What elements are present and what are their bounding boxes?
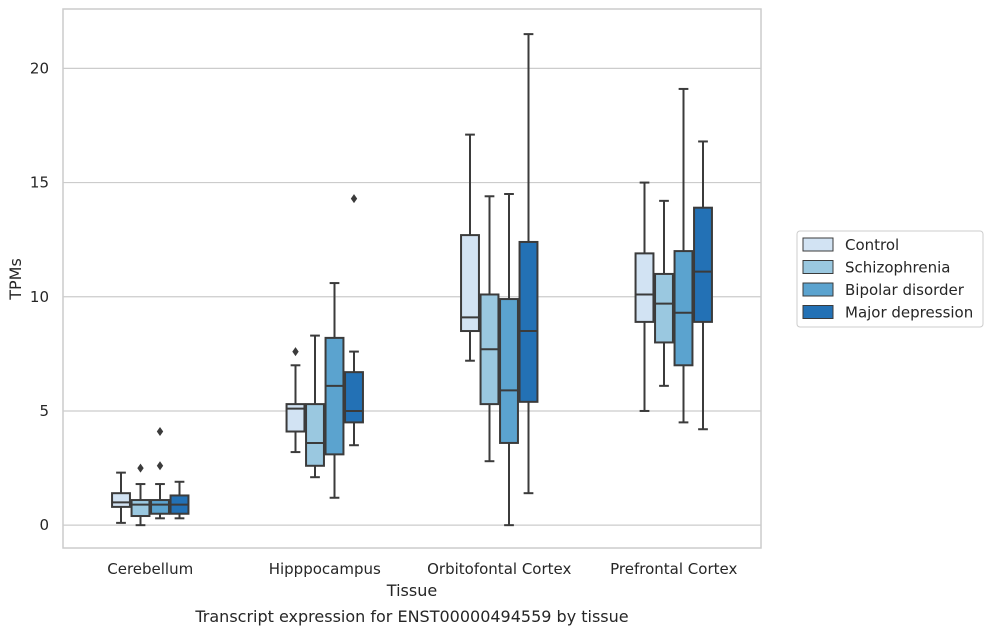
legend-swatch	[802, 282, 834, 297]
legend-swatch	[802, 237, 834, 252]
box-0-2	[150, 427, 170, 520]
y-axis-label: TPMs	[6, 258, 25, 301]
legend-label: Control	[845, 236, 899, 254]
legend: Control Schizophrenia Bipolar disorder Majo…	[796, 230, 984, 328]
x-tick-label: Hipppocampus	[269, 560, 381, 578]
chart-title: Transcript expression for ENST0000049455…	[194, 607, 628, 626]
outlier-point	[156, 461, 164, 471]
x-axis-label: Tissue	[386, 581, 437, 600]
box-3-2	[673, 87, 694, 424]
outlier-point	[156, 427, 164, 437]
legend-label: Major depression	[845, 304, 973, 322]
box	[130, 499, 151, 518]
outlier-point	[350, 194, 358, 204]
box	[693, 206, 713, 323]
box	[499, 298, 519, 444]
box-1-3	[344, 194, 364, 447]
x-tick-label: Prefrontal Cortex	[610, 560, 737, 578]
box	[634, 252, 655, 323]
box	[305, 403, 325, 467]
legend-swatch	[802, 260, 834, 274]
legend-frame	[796, 230, 984, 328]
legend-label: Schizophrenia	[845, 259, 950, 277]
box-2-2	[499, 192, 519, 527]
outlier-point	[137, 463, 144, 473]
box-1-1	[305, 334, 325, 479]
y-tick-label: 0	[39, 516, 49, 534]
box	[673, 250, 694, 367]
box-1-2	[324, 282, 345, 499]
box	[344, 371, 364, 424]
x-tick-label: Orbitofontal Cortex	[427, 560, 571, 578]
box	[150, 499, 170, 515]
box-2-0	[460, 133, 480, 362]
box	[460, 234, 480, 333]
box-3-0	[634, 181, 655, 412]
x-tick-label: Cerebellum	[107, 560, 193, 578]
box	[654, 272, 674, 344]
outlier-point	[292, 347, 299, 357]
box-1-0	[285, 347, 306, 454]
box	[111, 492, 131, 508]
box-0-0	[111, 471, 131, 524]
box	[324, 336, 345, 456]
box-3-3	[693, 140, 713, 431]
y-tick-label: 15	[30, 174, 49, 192]
box-0-1	[130, 463, 151, 527]
plot-frame	[62, 8, 762, 549]
box-0-3	[169, 480, 190, 520]
y-tick-label: 20	[30, 59, 49, 77]
box-3-1	[654, 199, 674, 387]
box-series	[111, 33, 713, 527]
box	[518, 240, 539, 403]
box-2-1	[479, 195, 500, 463]
y-tick-label: 5	[39, 402, 49, 420]
box	[285, 403, 306, 433]
y-tick-labels: 0 5 10 15 20	[30, 59, 49, 534]
y-tick-label: 10	[30, 288, 49, 306]
x-tick-labels: Cerebellum Hipppocampus Orbitofontal Corte…	[107, 560, 737, 578]
legend-swatch	[802, 305, 834, 319]
box-2-3	[518, 33, 539, 495]
legend-label: Bipolar disorder	[845, 281, 965, 299]
